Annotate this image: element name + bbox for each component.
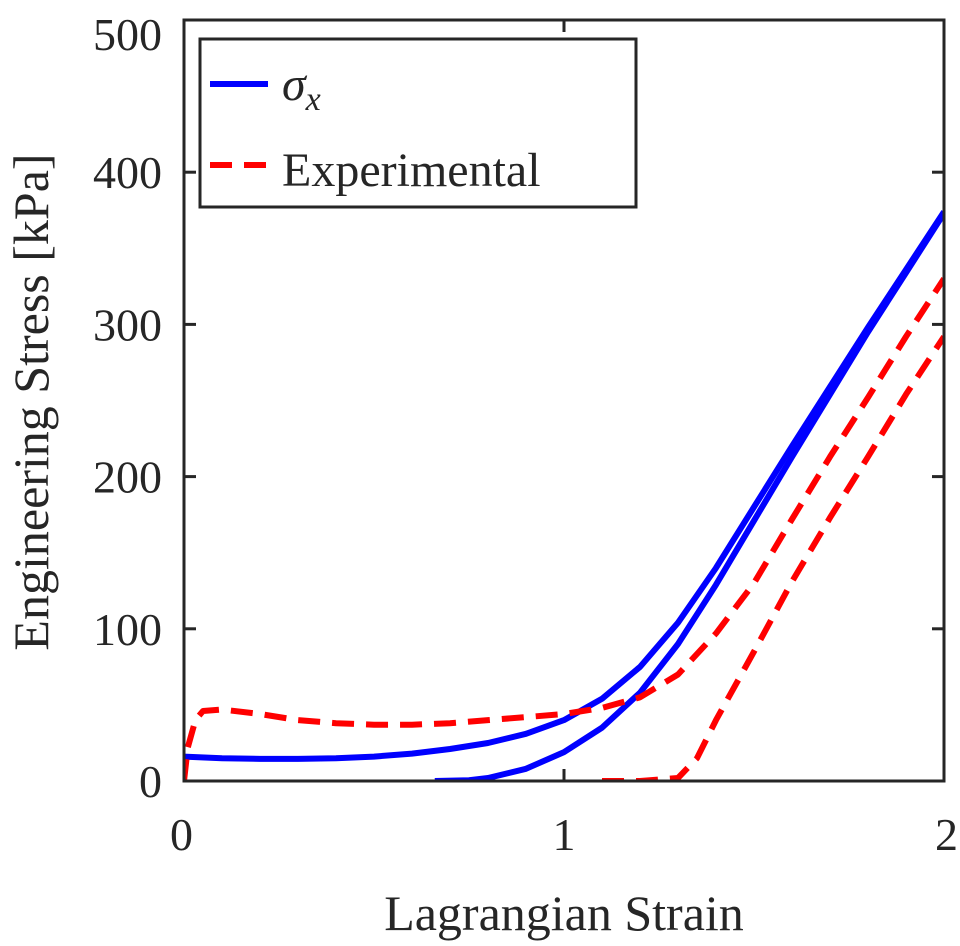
y-tick-label: 100 <box>93 604 162 655</box>
x-tick-label: 0 <box>170 809 193 860</box>
y-tick-label: 400 <box>93 147 162 198</box>
axes: 0 1 2 0 100 200 300 400 500 <box>93 9 958 860</box>
legend-box <box>198 37 638 209</box>
y-axis-title: Engineering Stress [kPa] <box>3 153 59 650</box>
y-tick-label: 200 <box>93 452 162 503</box>
series-line--x-unloading <box>434 211 944 781</box>
legend: σx Experimental <box>198 37 638 209</box>
x-tick-label: 1 <box>553 809 576 860</box>
legend-label-sigma-x: σx <box>282 58 321 118</box>
series-line--x-loading <box>184 210 944 762</box>
x-tick-label: 2 <box>935 809 958 860</box>
y-tick-label: 0 <box>139 756 162 807</box>
legend-sigma-subscript: x <box>305 81 321 118</box>
legend-sigma-symbol: σ <box>282 58 308 111</box>
x-axis-title: Lagrangian Strain <box>384 885 744 941</box>
y-tick-label: 300 <box>93 299 162 350</box>
legend-label-experimental: Experimental <box>282 144 541 197</box>
series-line-experimental-loading <box>184 277 944 781</box>
series-line-experimental-unloading <box>602 334 944 781</box>
y-tick-label: 500 <box>93 9 162 60</box>
